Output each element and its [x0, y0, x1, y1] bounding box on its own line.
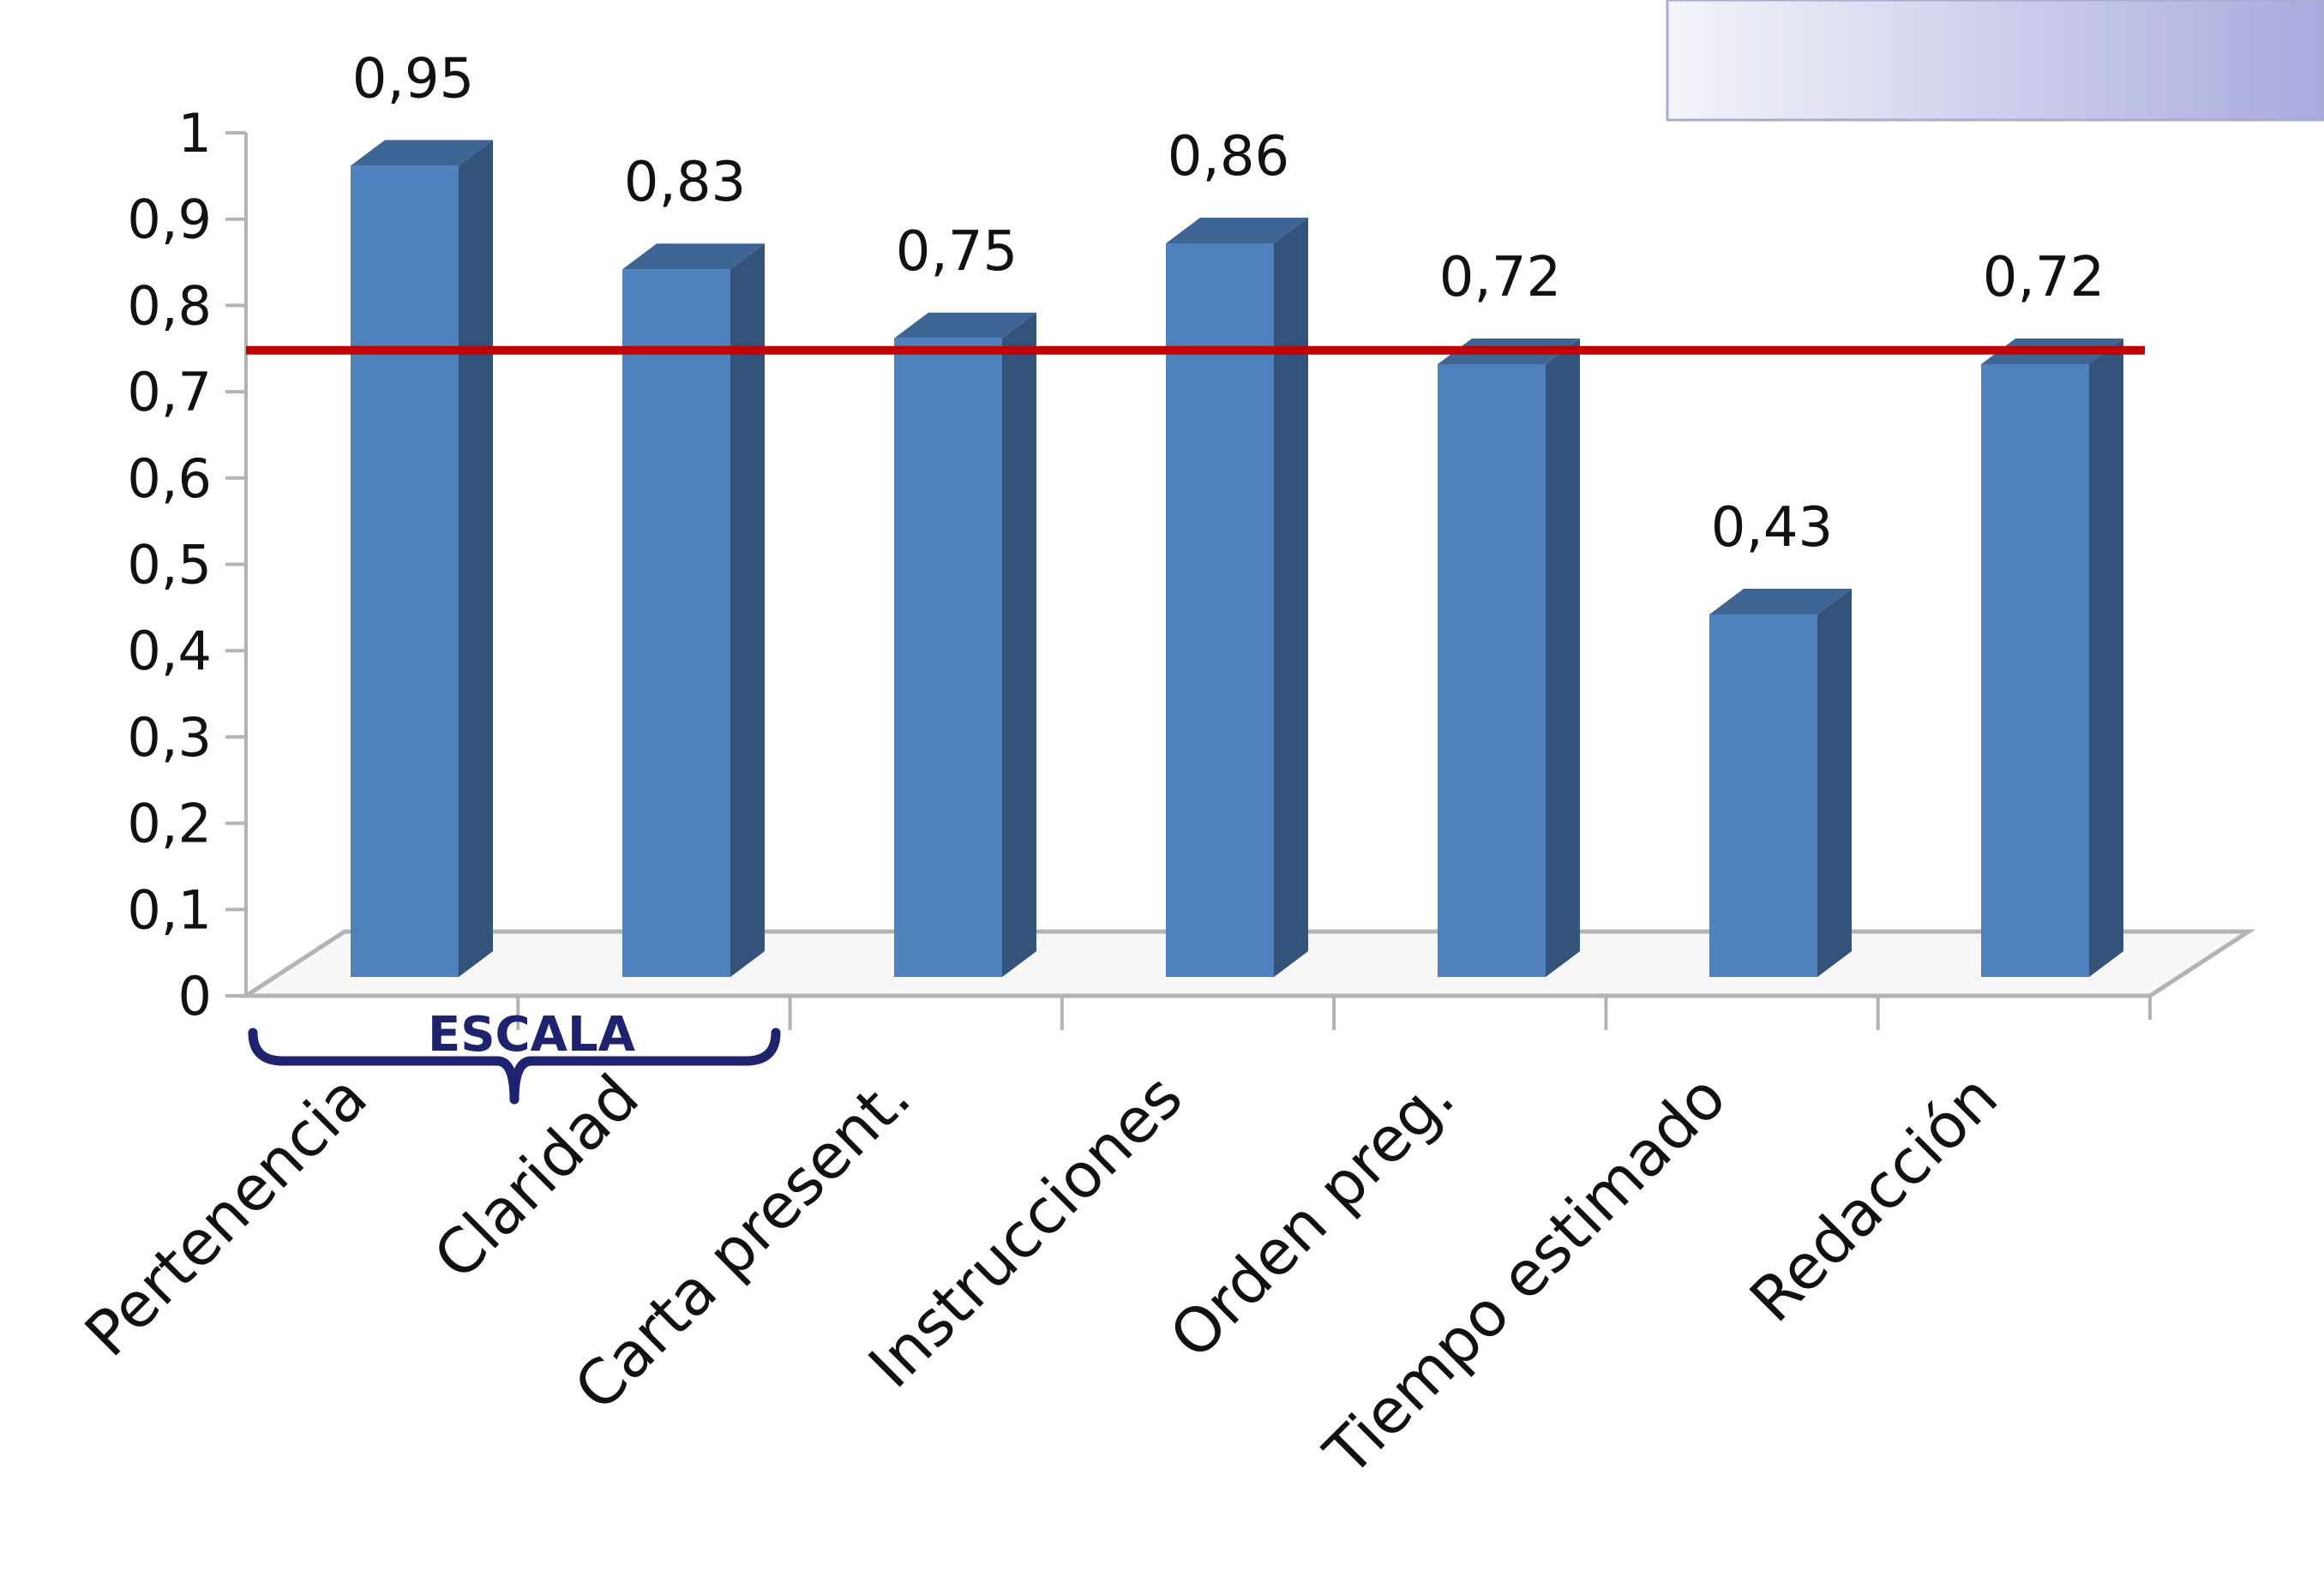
bracket-shape [248, 1028, 781, 1105]
data-label: 0,43 [1711, 496, 1834, 560]
y-tick-label: 0,2 [127, 793, 212, 855]
category-label: Redacción [1736, 1061, 2011, 1336]
bar-top-face [351, 140, 493, 166]
bar-front-face [1438, 363, 1546, 978]
data-label: 0,95 [352, 47, 475, 111]
y-tick-label: 0,3 [127, 706, 212, 769]
corner-decoration [1666, 0, 2324, 122]
bar [622, 243, 765, 977]
bar-side-face [1274, 217, 1308, 978]
y-tick-label: 0,9 [127, 189, 212, 251]
data-label: 0,75 [896, 220, 1018, 284]
escala-bracket: ESCALA [248, 1007, 781, 1105]
bar-top-face [894, 312, 1036, 339]
y-tick-label: 0 [178, 965, 212, 1028]
bar-side-face [1817, 588, 1852, 977]
y-tick-label: 0,5 [127, 534, 212, 596]
y-tick-label: 0,1 [127, 878, 212, 941]
y-tick-label: 0,6 [127, 447, 212, 510]
bar-front-face [1981, 363, 2089, 978]
bar-front-face [1709, 614, 1817, 977]
data-label: 0,83 [624, 151, 747, 214]
bar-side-face [1546, 338, 1580, 978]
bar-side-face [2089, 338, 2123, 978]
category-label: Claridad [420, 1061, 652, 1293]
bar [1438, 338, 1580, 978]
bar-top-face [1166, 217, 1308, 243]
bar-front-face [894, 338, 1002, 977]
bar [894, 312, 1036, 977]
bar-side-face [1002, 312, 1036, 977]
y-tick-label: 0,4 [127, 620, 212, 682]
bar [1709, 588, 1852, 977]
bar-front-face [622, 269, 730, 977]
category-label: Orden preg. [1156, 1061, 1468, 1373]
bar-side-face [459, 140, 493, 978]
bar [1981, 338, 2123, 978]
bar-front-face [351, 165, 459, 978]
bracket-label: ESCALA [428, 1007, 636, 1063]
y-tick-label: 0,8 [127, 274, 212, 337]
y-tick-label: 1 [178, 102, 212, 165]
bar-top-face [622, 243, 765, 270]
y-tick-label: 0,7 [127, 361, 212, 423]
bar [1166, 217, 1308, 978]
bars [351, 140, 2123, 978]
category-label: Pertenencia [71, 1061, 381, 1370]
bar-top-face [1709, 588, 1852, 614]
data-label: 0,72 [1439, 246, 1562, 309]
data-label: 0,86 [1168, 125, 1290, 189]
bar [351, 140, 493, 978]
bar-front-face [1166, 243, 1274, 978]
data-label: 0,72 [1983, 246, 2105, 309]
bar-side-face [730, 243, 765, 977]
